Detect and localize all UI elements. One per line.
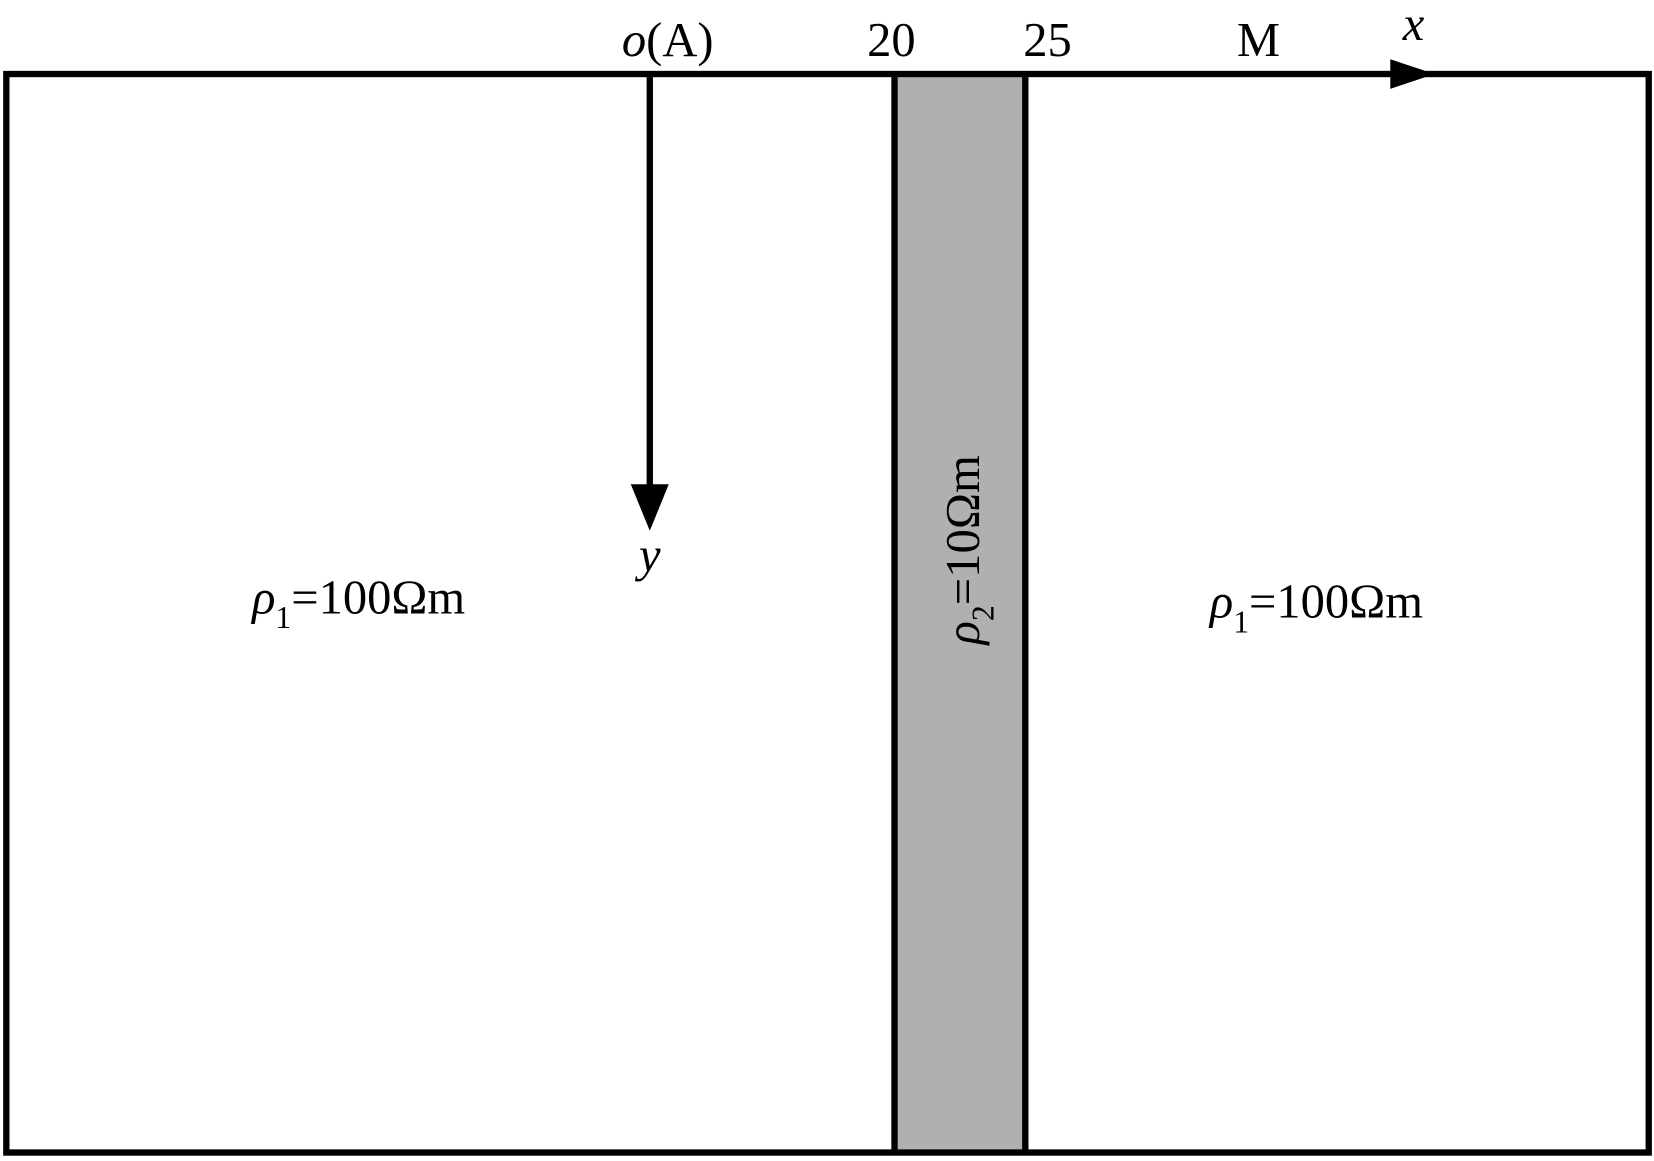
resistivity-value: =10Ωm (936, 455, 990, 605)
region-middle-label: ρ2=10Ωm (936, 455, 1001, 646)
resistivity-symbol: ρ (1208, 574, 1233, 628)
origin-point: (A) (646, 13, 713, 67)
region-left-label: ρ1=100Ωm (250, 570, 465, 635)
y-arrowhead (630, 484, 669, 531)
resistivity-subscript: 1 (275, 600, 291, 635)
origin-label: o(A) (622, 13, 714, 67)
resistivity-value: =100Ωm (1249, 574, 1423, 628)
region-right-label: ρ1=100Ωm (1208, 574, 1423, 639)
boundary-right-label: 25 (1023, 13, 1072, 67)
x-arrowhead (1390, 59, 1435, 89)
y-axis-label: y (634, 528, 661, 582)
resistivity-subscript: 2 (966, 605, 1001, 621)
x-axis-label: x (1402, 0, 1425, 51)
point-m-label: M (1237, 13, 1280, 67)
resistivity-value: =100Ωm (291, 570, 465, 624)
resistivity-symbol: ρ (250, 570, 275, 624)
resistivity-symbol: ρ (936, 621, 990, 646)
model-frame (3, 70, 1652, 1156)
conductive-layer (894, 74, 1026, 1153)
origin-symbol: o (622, 13, 646, 67)
resistivity-subscript: 1 (1233, 604, 1249, 639)
boundary-left-label: 20 (867, 13, 916, 67)
